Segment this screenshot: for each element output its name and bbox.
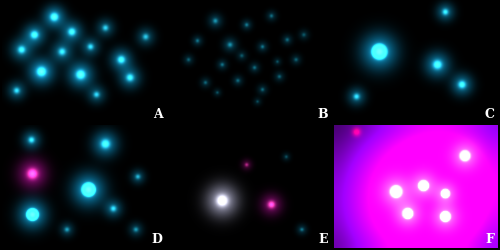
Text: A: A [153, 108, 162, 120]
Text: B: B [318, 108, 328, 120]
Text: E: E [319, 232, 328, 245]
Text: C: C [484, 108, 494, 120]
Text: D: D [152, 232, 162, 245]
Text: F: F [485, 232, 494, 245]
